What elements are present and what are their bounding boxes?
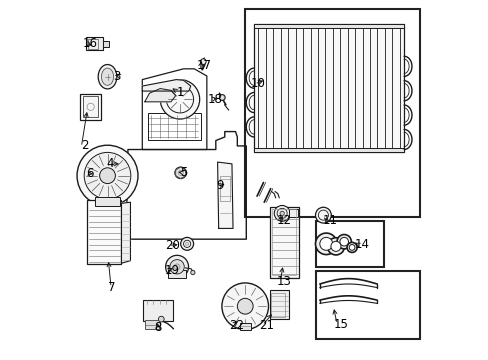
Circle shape bbox=[160, 80, 199, 119]
Text: 18: 18 bbox=[207, 93, 223, 106]
Circle shape bbox=[339, 237, 348, 246]
Text: 7: 7 bbox=[107, 281, 115, 294]
Text: 1: 1 bbox=[176, 86, 183, 99]
Text: 13: 13 bbox=[276, 275, 291, 288]
Bar bbox=[269, 207, 298, 278]
Text: 19: 19 bbox=[164, 264, 180, 277]
Bar bbox=[315, 221, 384, 267]
Text: 5: 5 bbox=[180, 166, 187, 179]
Bar bbox=[254, 24, 403, 152]
Bar bbox=[143, 300, 172, 320]
Bar bbox=[254, 148, 403, 152]
Ellipse shape bbox=[98, 64, 117, 89]
Bar bbox=[87, 201, 121, 264]
Text: 17: 17 bbox=[197, 59, 212, 72]
Circle shape bbox=[319, 237, 332, 250]
Circle shape bbox=[326, 238, 344, 255]
Text: 11: 11 bbox=[322, 214, 337, 227]
Text: 20: 20 bbox=[164, 239, 180, 252]
Circle shape bbox=[175, 167, 186, 179]
Text: 14: 14 bbox=[354, 238, 369, 251]
Circle shape bbox=[346, 242, 356, 252]
Bar bbox=[144, 320, 160, 329]
Circle shape bbox=[330, 241, 340, 251]
Bar bbox=[86, 37, 103, 50]
Circle shape bbox=[315, 233, 336, 255]
Circle shape bbox=[200, 59, 206, 64]
Circle shape bbox=[169, 260, 184, 274]
Bar bbox=[148, 113, 201, 140]
Bar bbox=[288, 209, 297, 217]
Bar bbox=[103, 41, 108, 47]
Bar bbox=[88, 39, 98, 49]
Bar bbox=[244, 9, 419, 217]
Circle shape bbox=[158, 316, 164, 322]
Circle shape bbox=[237, 298, 253, 314]
Text: 22: 22 bbox=[229, 319, 244, 332]
Bar bbox=[80, 94, 101, 120]
Circle shape bbox=[280, 211, 284, 216]
Bar bbox=[83, 96, 98, 117]
Circle shape bbox=[100, 168, 115, 184]
Bar bbox=[315, 271, 419, 338]
Circle shape bbox=[165, 255, 188, 278]
Circle shape bbox=[174, 264, 180, 270]
Text: 21: 21 bbox=[258, 319, 273, 332]
Text: 3: 3 bbox=[113, 69, 121, 82]
Circle shape bbox=[77, 145, 138, 206]
Bar bbox=[271, 209, 296, 275]
Circle shape bbox=[180, 237, 193, 250]
Circle shape bbox=[84, 152, 131, 199]
Bar bbox=[271, 293, 285, 317]
Circle shape bbox=[336, 234, 351, 249]
Circle shape bbox=[274, 206, 289, 221]
Bar bbox=[269, 290, 289, 319]
Bar bbox=[240, 323, 250, 330]
Bar bbox=[168, 270, 185, 278]
Bar bbox=[94, 197, 120, 206]
Text: 12: 12 bbox=[276, 214, 291, 227]
Bar bbox=[254, 24, 403, 28]
Text: 8: 8 bbox=[154, 321, 161, 334]
Circle shape bbox=[315, 207, 330, 223]
Text: 2: 2 bbox=[81, 139, 89, 152]
Polygon shape bbox=[121, 202, 130, 263]
Text: 16: 16 bbox=[82, 36, 97, 50]
Circle shape bbox=[222, 283, 268, 329]
Text: 10: 10 bbox=[250, 77, 265, 90]
Polygon shape bbox=[144, 89, 175, 102]
Bar bbox=[220, 176, 230, 201]
Text: 15: 15 bbox=[333, 318, 347, 331]
Polygon shape bbox=[142, 80, 190, 91]
Text: 4: 4 bbox=[106, 157, 114, 170]
Circle shape bbox=[348, 244, 354, 250]
Polygon shape bbox=[217, 162, 233, 228]
Circle shape bbox=[219, 95, 224, 100]
Text: 9: 9 bbox=[215, 179, 223, 192]
Circle shape bbox=[190, 270, 195, 275]
Text: 6: 6 bbox=[86, 167, 93, 180]
Ellipse shape bbox=[101, 68, 113, 85]
